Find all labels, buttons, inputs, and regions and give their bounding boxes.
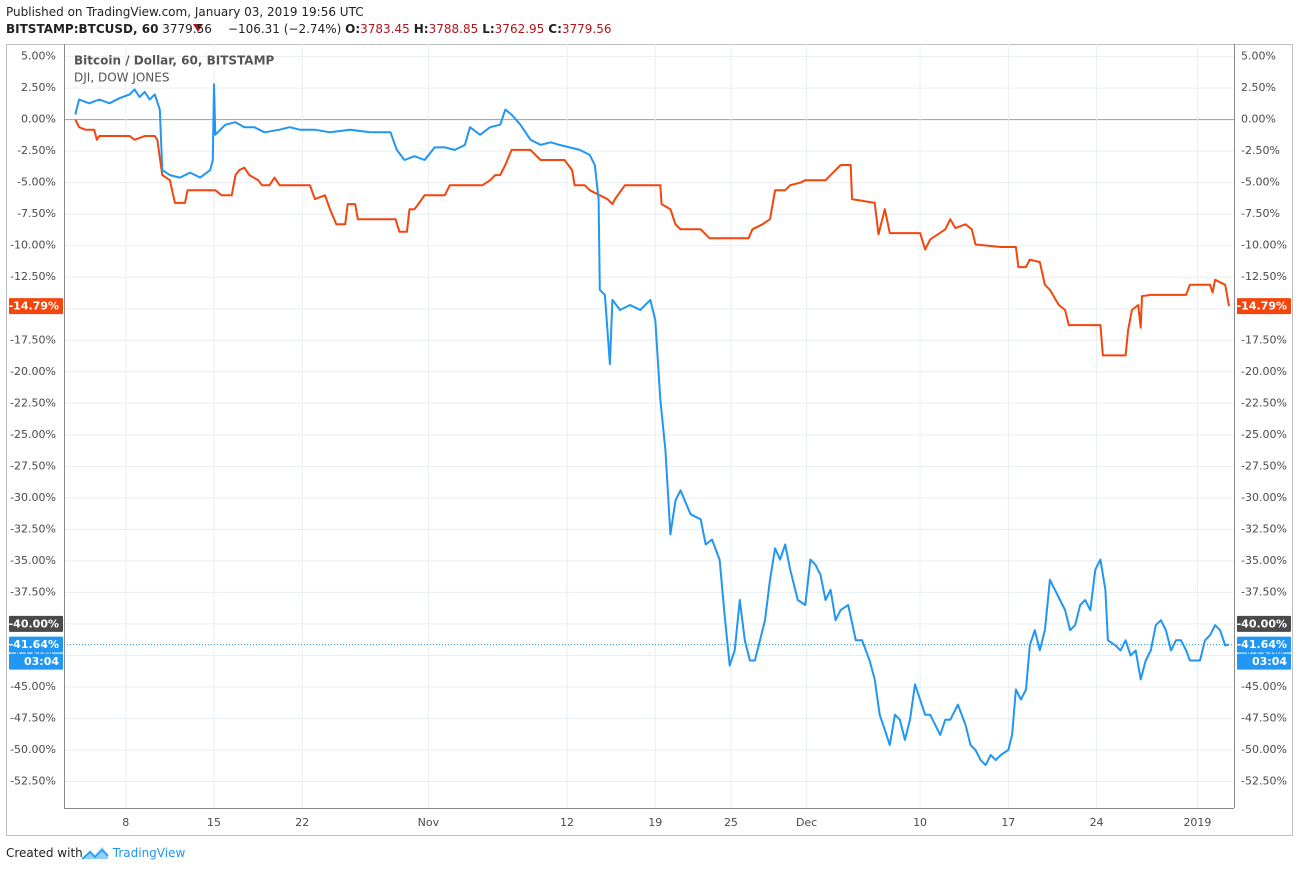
y-tick-label: -5.00% bbox=[1241, 176, 1280, 189]
x-tick-label: Dec bbox=[796, 816, 817, 829]
last-value-label: -14.79% bbox=[9, 300, 59, 313]
countdown-label: 03:04 bbox=[1252, 655, 1287, 668]
y-tick-label: -5.00% bbox=[17, 176, 56, 189]
x-tick-label: 10 bbox=[913, 816, 927, 829]
last-value-label-box bbox=[1237, 636, 1291, 653]
ohlc-value: 3762.95 bbox=[494, 22, 545, 36]
y-tick-label: 2.50% bbox=[1241, 81, 1276, 94]
y-tick-label: -30.00% bbox=[1241, 491, 1287, 504]
symbol: BITSTAMP:BTCUSD, 60 bbox=[6, 22, 159, 36]
y-tick-label: -47.50% bbox=[10, 711, 56, 724]
y-tick-label: -22.50% bbox=[10, 396, 56, 409]
y-tick-label: 5.00% bbox=[1241, 50, 1276, 63]
y-tick-label: 0.00% bbox=[21, 113, 56, 126]
y-tick-label: -7.50% bbox=[17, 207, 56, 220]
y-tick-label: -52.50% bbox=[1241, 775, 1287, 788]
legend-entry: Bitcoin / Dollar, 60, BITSTAMP bbox=[74, 54, 275, 68]
y-tick-label: -10.00% bbox=[10, 239, 56, 252]
x-tick-label: 25 bbox=[724, 816, 738, 829]
brand: TradingView bbox=[112, 846, 186, 860]
y-tick-label: -22.50% bbox=[1241, 396, 1287, 409]
countdown-label: 03:04 bbox=[24, 655, 59, 668]
published-line: Published on TradingView.com, January 03… bbox=[6, 5, 364, 19]
y-tick-label: 2.50% bbox=[21, 81, 56, 94]
ohlc-key: L: bbox=[482, 22, 495, 36]
y-tick-label: -50.00% bbox=[1241, 743, 1287, 756]
x-tick-label: 8 bbox=[122, 816, 129, 829]
y-tick-label: -37.50% bbox=[10, 585, 56, 598]
change: −106.31 (−2.74%) bbox=[227, 22, 342, 36]
ohlc-key: C: bbox=[548, 22, 562, 36]
x-tick-label: 22 bbox=[295, 816, 309, 829]
ohlc-key: O: bbox=[345, 22, 361, 36]
created-with: Created with bbox=[6, 846, 83, 860]
last-value-label: -41.64% bbox=[1237, 638, 1287, 651]
crosshair-label-box bbox=[1237, 615, 1291, 632]
y-tick-label: -25.00% bbox=[10, 428, 56, 441]
last-value-label-box bbox=[9, 636, 63, 653]
y-tick-label: -45.00% bbox=[10, 680, 56, 693]
x-tick-label: Nov bbox=[418, 816, 440, 829]
footer: Created with TradingView bbox=[6, 846, 185, 860]
ohlc-key: H: bbox=[413, 22, 429, 36]
y-tick-label: -2.50% bbox=[1241, 144, 1280, 157]
y-tick-label: -10.00% bbox=[1241, 239, 1287, 252]
last-value-label-box bbox=[9, 298, 63, 315]
countdown-label-box bbox=[1237, 653, 1291, 670]
y-tick-label: -37.50% bbox=[1241, 585, 1287, 598]
y-tick-label: -12.50% bbox=[1241, 270, 1287, 283]
ohlc: O:3783.45 H:3788.85 L:3762.95 C:3779.56 bbox=[345, 22, 615, 36]
ohlc-value: 3779.56 bbox=[561, 22, 612, 36]
last-value-label: -14.79% bbox=[1237, 300, 1287, 313]
legend-entry: DJI, DOW JONES bbox=[74, 71, 169, 85]
y-tick-label: -7.50% bbox=[1241, 207, 1280, 220]
series-line bbox=[74, 83, 1230, 767]
y-tick-label: -2.50% bbox=[17, 144, 56, 157]
symbol-line: BITSTAMP:BTCUSD, 60 3779.56 −106.31 (−2.7… bbox=[6, 22, 616, 36]
y-tick-label: -32.50% bbox=[10, 522, 56, 535]
y-tick-label: -27.50% bbox=[10, 459, 56, 472]
y-tick-label: -17.50% bbox=[10, 333, 56, 346]
y-tick-label: -47.50% bbox=[1241, 711, 1287, 724]
chart-frame bbox=[6, 44, 1293, 836]
price: 3779.56 bbox=[162, 22, 212, 36]
y-tick-label: -32.50% bbox=[1241, 522, 1287, 535]
y-tick-label: -50.00% bbox=[10, 743, 56, 756]
y-tick-label: -27.50% bbox=[1241, 459, 1287, 472]
crosshair-label-box bbox=[9, 615, 63, 632]
down-arrow-icon bbox=[193, 24, 203, 32]
y-tick-label: -35.00% bbox=[10, 554, 56, 567]
y-tick-label: -20.00% bbox=[10, 365, 56, 378]
y-tick-label: -45.00% bbox=[1241, 680, 1287, 693]
x-tick-label: 24 bbox=[1090, 816, 1104, 829]
y-tick-label: -30.00% bbox=[10, 491, 56, 504]
y-tick-label: 0.00% bbox=[1241, 113, 1276, 126]
x-tick-label: 17 bbox=[1001, 816, 1015, 829]
y-tick-label: -17.50% bbox=[1241, 333, 1287, 346]
tradingview-logo bbox=[81, 847, 109, 860]
countdown-label-box bbox=[9, 653, 63, 670]
last-value-label-box bbox=[1237, 298, 1291, 315]
x-tick-label: 2019 bbox=[1183, 816, 1211, 829]
y-tick-label: -35.00% bbox=[1241, 554, 1287, 567]
x-tick-label: 12 bbox=[560, 816, 574, 829]
crosshair-label: -40.00% bbox=[9, 617, 59, 630]
crosshair-label: -40.00% bbox=[1237, 617, 1287, 630]
x-tick-label: 15 bbox=[207, 816, 221, 829]
y-tick-label: -52.50% bbox=[10, 775, 56, 788]
last-value-label: -41.64% bbox=[9, 638, 59, 651]
axis-labels: 5.00% 5.00% 2.50% 2.50% 0.00% 0.00% -2.50% -2.5… bbox=[9, 50, 1291, 829]
y-tick-label: -12.50% bbox=[10, 270, 56, 283]
x-tick-label: 19 bbox=[648, 816, 662, 829]
ohlc-value: 3783.45 bbox=[360, 22, 410, 36]
y-tick-label: -20.00% bbox=[1241, 365, 1287, 378]
grid bbox=[64, 44, 1234, 808]
series-line bbox=[74, 119, 1230, 357]
y-tick-label: 5.00% bbox=[21, 50, 56, 63]
y-tick-label: -25.00% bbox=[1241, 428, 1287, 441]
plot-area bbox=[64, 83, 1234, 767]
ohlc-value: 3788.85 bbox=[428, 22, 479, 36]
